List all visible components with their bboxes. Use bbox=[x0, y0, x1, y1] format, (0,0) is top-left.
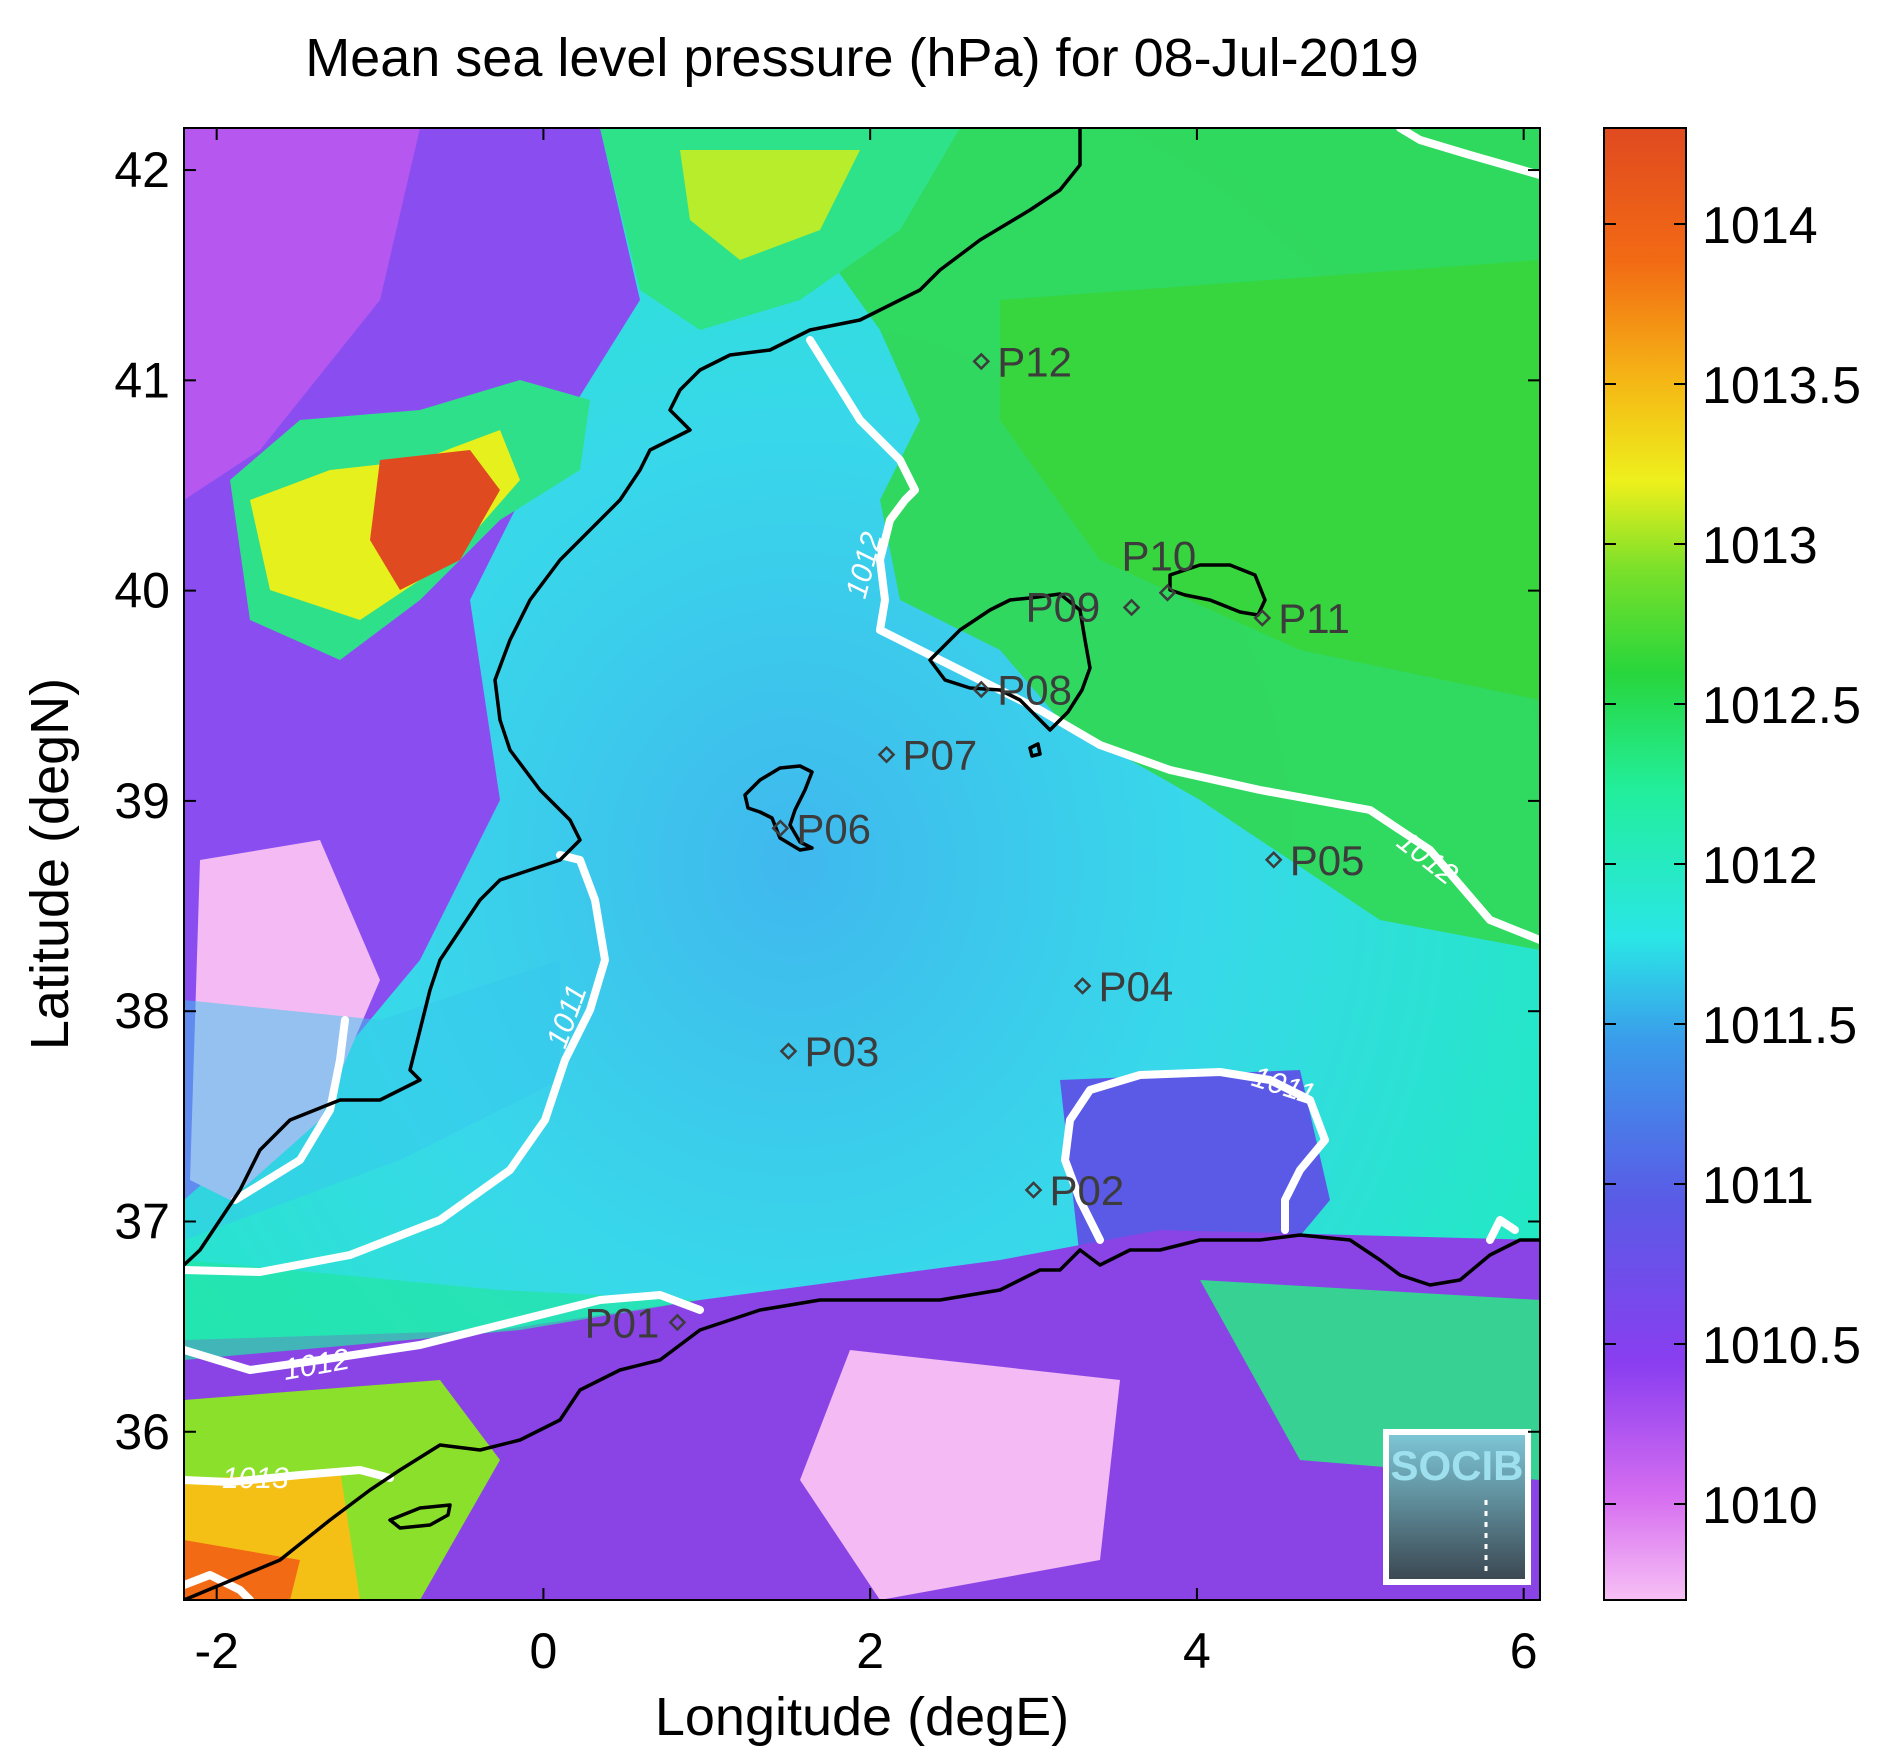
station-label: P05 bbox=[1290, 837, 1365, 884]
colorbar-tick-label: 1010 bbox=[1702, 1477, 1818, 1535]
station-label: P07 bbox=[903, 732, 978, 779]
station-label: P02 bbox=[1050, 1167, 1125, 1214]
isobar-contours bbox=[184, 128, 1540, 1600]
y-axis-label: Latitude (degN) bbox=[20, 678, 80, 1050]
station-marker-icon bbox=[779, 1042, 798, 1060]
colorbar-tick-label: 1011.5 bbox=[1702, 997, 1857, 1055]
station-marker-icon bbox=[668, 1313, 687, 1332]
station-p07[interactable]: P07 bbox=[877, 732, 978, 779]
station-label: P04 bbox=[1099, 963, 1174, 1010]
isobar-1011-se bbox=[1486, 1216, 1519, 1244]
station-label: P08 bbox=[997, 666, 1072, 713]
plot-frame bbox=[183, 127, 1541, 1601]
y-tick-label: 40 bbox=[114, 563, 170, 619]
colorbar-tick-label: 1014 bbox=[1702, 197, 1818, 255]
coastline-iberia bbox=[184, 128, 1082, 1267]
isobar-1012-north bbox=[806, 336, 1540, 944]
y-axis: 36 37 38 39 40 41 42 bbox=[114, 142, 1540, 1460]
socib-logo-text: SOCIB bbox=[1390, 1442, 1523, 1489]
isobar-1011-inner bbox=[231, 1016, 349, 1204]
colorbar-tick-label: 1011 bbox=[1702, 1157, 1814, 1215]
isobar-1012-ne bbox=[1396, 128, 1540, 179]
y-tick-label: 36 bbox=[114, 1404, 170, 1460]
socib-logo: SOCIB bbox=[1383, 1429, 1531, 1585]
station-label: P03 bbox=[804, 1028, 879, 1075]
x-tick-label: 0 bbox=[530, 1623, 558, 1679]
station-label: P11 bbox=[1278, 595, 1350, 642]
station-marker-icon bbox=[972, 352, 991, 371]
contour-label: 1013 bbox=[222, 1462, 289, 1495]
station-p11[interactable]: P11 bbox=[1253, 595, 1350, 642]
coastline-africa bbox=[184, 1233, 1540, 1600]
colorbar-tick-label: 1010.5 bbox=[1702, 1317, 1861, 1375]
colorbar-ticks: 1010 1010.5 1011 1011.5 1012 1012.5 1013 1013.5… bbox=[1604, 197, 1861, 1535]
isobar-1013-south bbox=[184, 1466, 394, 1486]
station-p10[interactable]: P10 bbox=[1122, 533, 1197, 602]
station-p08[interactable]: P08 bbox=[972, 666, 1072, 713]
station-marker-icon bbox=[1158, 583, 1177, 602]
station-label: P06 bbox=[796, 805, 871, 852]
isobar-1012-south bbox=[184, 1291, 704, 1374]
x-tick-label: 2 bbox=[856, 1623, 884, 1679]
coastline-alboran-island bbox=[388, 1503, 452, 1530]
station-p01[interactable]: P01 bbox=[585, 1299, 687, 1346]
x-tick-label: -2 bbox=[194, 1623, 238, 1679]
colorbar-tick-label: 1013 bbox=[1702, 517, 1818, 575]
coastlines bbox=[184, 128, 1540, 1600]
station-marker-icon bbox=[972, 680, 991, 699]
x-axis-label: Longitude (degE) bbox=[655, 1687, 1069, 1747]
colorbar-tick-label: 1012 bbox=[1702, 837, 1818, 895]
station-p12[interactable]: P12 bbox=[972, 338, 1072, 385]
station-p03[interactable]: P03 bbox=[779, 1028, 879, 1075]
y-tick-label: 42 bbox=[114, 142, 170, 198]
station-marker-icon bbox=[1024, 1181, 1043, 1199]
station-p05[interactable]: P05 bbox=[1264, 837, 1365, 884]
x-tick-label: 6 bbox=[1510, 1623, 1538, 1679]
station-marker-icon bbox=[877, 745, 896, 764]
x-tick-label: 4 bbox=[1183, 1623, 1211, 1679]
isobar-1011-east bbox=[1061, 1068, 1329, 1244]
coastline-cabrera bbox=[1028, 742, 1042, 758]
chart-title: Mean sea level pressure (hPa) for 08-Jul… bbox=[305, 28, 1419, 88]
station-marker-icon bbox=[1122, 598, 1141, 617]
station-label: P01 bbox=[585, 1299, 660, 1346]
station-marker-icon bbox=[771, 819, 790, 838]
y-tick-label: 39 bbox=[114, 773, 170, 829]
y-tick-label: 38 bbox=[114, 983, 170, 1039]
station-p04[interactable]: P04 bbox=[1073, 963, 1174, 1010]
station-markers: P01 P02 P03 P04 P05 P06 P07 P08 P09 P10 P11 P12 bbox=[585, 338, 1365, 1346]
colorbar-tick-label: 1013.5 bbox=[1702, 357, 1861, 415]
station-marker-icon bbox=[1264, 850, 1283, 869]
isobar-1011-west bbox=[184, 851, 609, 1276]
x-axis: -2 0 2 4 6 bbox=[194, 128, 1538, 1679]
colorbar bbox=[1603, 127, 1687, 1601]
coastline-ibiza bbox=[743, 764, 814, 852]
station-label: P09 bbox=[1026, 583, 1101, 630]
station-label: P10 bbox=[1122, 533, 1197, 580]
station-label: P12 bbox=[997, 338, 1072, 385]
y-tick-label: 41 bbox=[114, 352, 170, 408]
station-marker-icon bbox=[1253, 609, 1272, 627]
station-marker-icon bbox=[1073, 977, 1092, 995]
station-p09[interactable]: P09 bbox=[1026, 583, 1141, 630]
coastline-mallorca bbox=[928, 592, 1092, 732]
station-p06[interactable]: P06 bbox=[771, 805, 871, 852]
colorbar-tick-label: 1012.5 bbox=[1702, 677, 1861, 735]
station-p02[interactable]: P02 bbox=[1024, 1167, 1125, 1214]
y-tick-label: 37 bbox=[114, 1193, 170, 1249]
